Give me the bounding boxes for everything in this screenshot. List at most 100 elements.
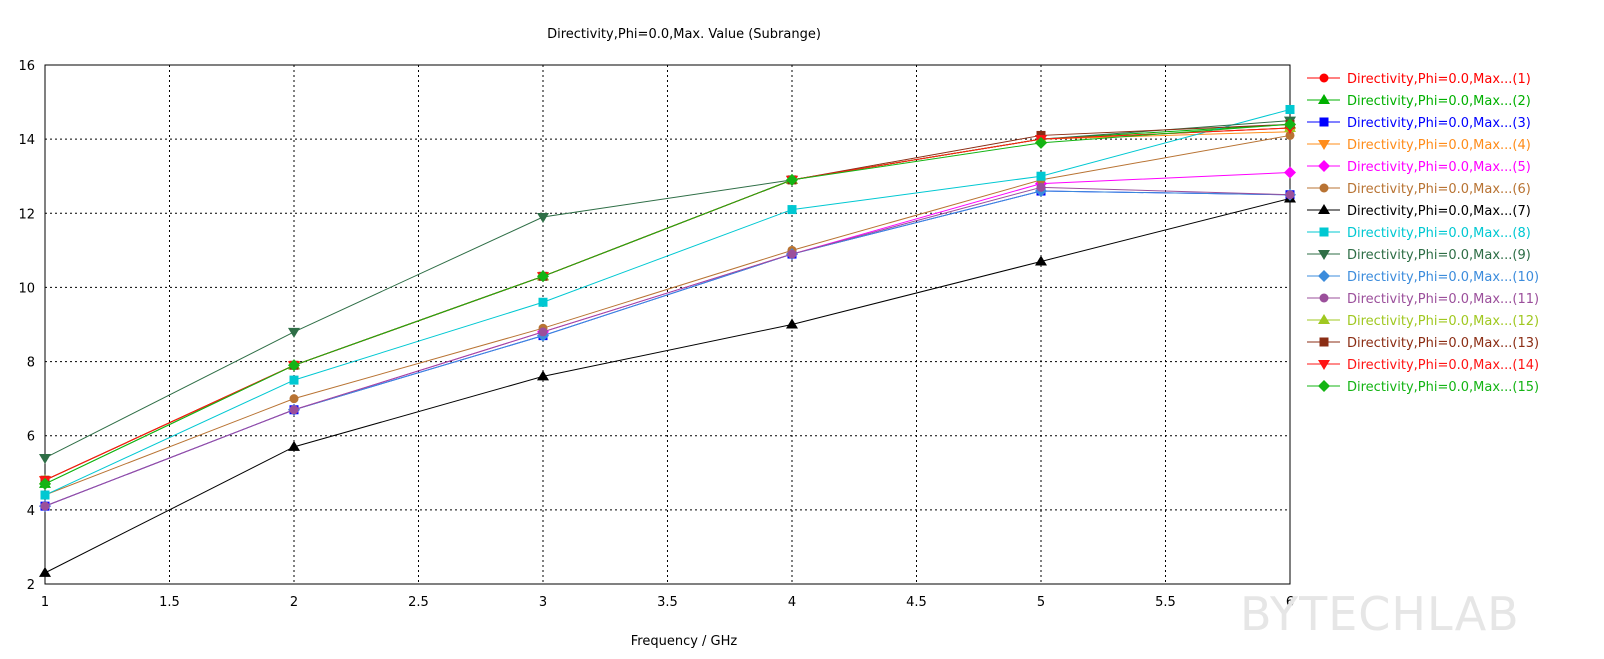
x-tick-label: 5 [1037, 595, 1045, 610]
legend-item: Directivity,Phi=0.0,Max...(7) [1307, 204, 1531, 219]
y-tick-label: 14 [18, 133, 35, 148]
series-line [44, 190, 1291, 507]
legend-label: Directivity,Phi=0.0,Max...(12) [1347, 314, 1539, 329]
legend-marker [1318, 314, 1330, 324]
legend-label: Directivity,Phi=0.0,Max...(6) [1347, 182, 1531, 197]
y-tick-label: 10 [18, 281, 35, 296]
x-tick-label: 3.5 [657, 595, 678, 610]
legend-marker [1318, 250, 1330, 260]
legend-label: Directivity,Phi=0.0,Max...(7) [1347, 204, 1531, 219]
legend-marker [1318, 160, 1330, 172]
legend-marker [1319, 183, 1329, 193]
legend-item: Directivity,Phi=0.0,Max...(4) [1307, 138, 1531, 153]
series-layer [39, 104, 1296, 577]
x-tick-label: 4 [788, 595, 796, 610]
data-point [289, 375, 299, 385]
data-point [288, 327, 300, 338]
data-point [289, 405, 299, 415]
x-tick-label: 4.5 [906, 595, 927, 610]
series-line [44, 186, 1291, 507]
series-line [44, 197, 1291, 574]
series [40, 104, 1295, 500]
y-tick-label: 2 [27, 578, 35, 593]
data-point [39, 477, 51, 490]
legend-item: Directivity,Phi=0.0,Max...(12) [1307, 314, 1539, 329]
data-point [786, 318, 798, 329]
x-tick-label: 3 [539, 595, 547, 610]
legend-label: Directivity,Phi=0.0,Max...(5) [1347, 160, 1531, 175]
data-point [39, 566, 51, 577]
data-point [288, 440, 300, 451]
legend-label: Directivity,Phi=0.0,Max...(14) [1347, 358, 1539, 373]
legend-label: Directivity,Phi=0.0,Max...(15) [1347, 380, 1539, 395]
legend-marker [1319, 117, 1329, 127]
legend-marker [1318, 94, 1330, 104]
data-point [1284, 166, 1296, 179]
legend-item: Directivity,Phi=0.0,Max...(2) [1307, 94, 1531, 109]
data-point [39, 453, 51, 464]
legend-label: Directivity,Phi=0.0,Max...(9) [1347, 248, 1531, 263]
y-axis-ticks: 2 4 6 8 10 12 14 16 [18, 59, 35, 593]
series-line [44, 120, 1291, 459]
plot-frame [44, 64, 1291, 585]
legend-label: Directivity,Phi=0.0,Max...(3) [1347, 116, 1531, 131]
legend-marker [1319, 337, 1329, 347]
legend-marker [1319, 73, 1329, 83]
data-point [787, 205, 797, 215]
data-point [1036, 171, 1046, 181]
legend-item: Directivity,Phi=0.0,Max...(14) [1307, 358, 1539, 373]
watermark-logo: BYTECHLAB [1240, 587, 1520, 641]
legend-item: Directivity,Phi=0.0,Max...(13) [1307, 336, 1539, 351]
legend-marker [1319, 227, 1329, 237]
legend-item: Directivity,Phi=0.0,Max...(8) [1307, 226, 1531, 241]
data-point [1285, 130, 1295, 140]
legend: Directivity,Phi=0.0,Max...(1) Directivity… [1307, 72, 1539, 395]
x-tick-label: 6 [1286, 595, 1294, 610]
legend-item: Directivity,Phi=0.0,Max...(15) [1307, 380, 1539, 395]
data-point [288, 359, 300, 372]
y-tick-label: 6 [27, 430, 35, 445]
data-point [537, 370, 549, 381]
data-point [1284, 118, 1296, 131]
data-point [1036, 182, 1046, 192]
legend-marker [1318, 140, 1330, 150]
data-point [787, 249, 797, 259]
data-point [537, 212, 549, 223]
legend-label: Directivity,Phi=0.0,Max...(1) [1347, 72, 1531, 87]
series-line [44, 123, 1291, 485]
x-tick-label: 5.5 [1155, 595, 1176, 610]
data-point [40, 490, 50, 500]
legend-item: Directivity,Phi=0.0,Max...(1) [1307, 72, 1531, 87]
legend-label: Directivity,Phi=0.0,Max...(13) [1347, 336, 1539, 351]
data-point [786, 173, 798, 186]
series [40, 119, 1295, 485]
x-axis-ticks: 1 1.5 2 2.5 3 3.5 4 4.5 5 5.5 6 [41, 595, 1294, 610]
data-point [40, 501, 50, 511]
legend-marker [1318, 270, 1330, 282]
data-point [1285, 104, 1295, 114]
legend-label: Directivity,Phi=0.0,Max...(2) [1347, 94, 1531, 109]
series [39, 118, 1296, 488]
data-point [1285, 190, 1295, 200]
chart-title: Directivity,Phi=0.0,Max. Value (Subrange… [547, 27, 821, 42]
legend-marker [1319, 293, 1329, 303]
x-axis-label: Frequency / GHz [631, 634, 738, 649]
legend-label: Directivity,Phi=0.0,Max...(4) [1347, 138, 1531, 153]
data-point [537, 270, 549, 283]
data-point [538, 327, 548, 337]
x-tick-label: 1.5 [159, 595, 180, 610]
grid [45, 65, 1290, 584]
legend-item: Directivity,Phi=0.0,Max...(11) [1307, 292, 1539, 307]
x-tick-label: 2.5 [408, 595, 429, 610]
y-tick-label: 12 [18, 207, 35, 222]
series [40, 182, 1295, 511]
x-tick-label: 2 [290, 595, 298, 610]
data-point [289, 394, 299, 404]
legend-item: Directivity,Phi=0.0,Max...(5) [1307, 160, 1531, 175]
series-line [44, 123, 1291, 485]
data-point [1035, 136, 1047, 149]
series [39, 185, 1296, 513]
legend-item: Directivity,Phi=0.0,Max...(10) [1307, 270, 1539, 285]
legend-label: Directivity,Phi=0.0,Max...(11) [1347, 292, 1539, 307]
